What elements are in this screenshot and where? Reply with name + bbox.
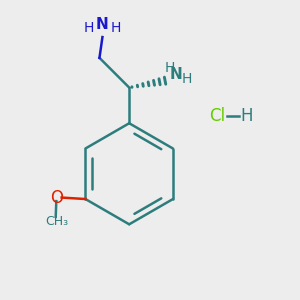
Text: N: N xyxy=(96,17,109,32)
Text: H: H xyxy=(111,21,121,35)
Text: Cl: Cl xyxy=(209,107,225,125)
Text: O: O xyxy=(50,189,63,207)
Text: H: H xyxy=(164,61,175,75)
Text: H: H xyxy=(182,72,192,86)
Text: H: H xyxy=(84,21,94,35)
Text: H: H xyxy=(240,107,253,125)
Text: N: N xyxy=(170,67,182,82)
Text: CH₃: CH₃ xyxy=(46,215,69,228)
